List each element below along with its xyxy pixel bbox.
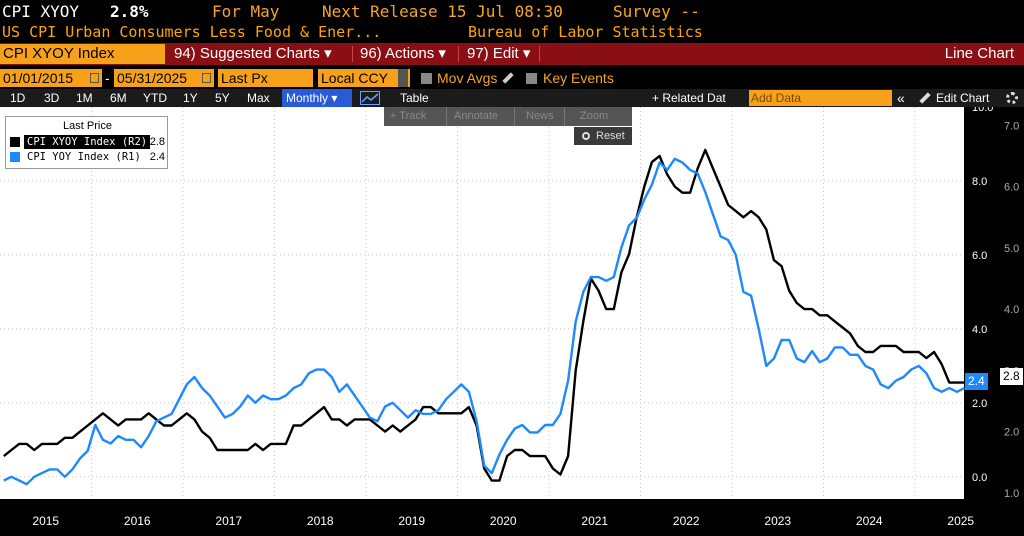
x-tick-label: 2019 [398,514,425,528]
r1-tick-label: 4.0 [972,324,987,336]
r1-tick-label: 10.0 [972,107,993,114]
r1-tick-label: 0.0 [972,472,987,484]
annotate-button[interactable]: Annotate [454,110,499,122]
line-chart-icon[interactable] [360,91,380,105]
legend-series-value: 2.8 [149,136,165,148]
table-tab[interactable]: Table [400,91,429,105]
line-chart[interactable]: 2015 2016 2017 2018 2019 2020 2021 2022 2023 2024… [0,107,1024,536]
date-separator: - [105,70,110,86]
suggested-charts-menu[interactable]: 94) Suggested Charts ▾ [174,45,332,62]
track-button[interactable]: + Track [390,110,427,122]
tab-max[interactable]: Max [247,91,270,105]
r2-tick-label: 4.0 [1004,304,1019,316]
menu-bar: CPI XYOY Index 94) Suggested Charts ▾ 96… [0,43,1024,65]
end-date-field[interactable]: 05/31/2025 [114,69,214,87]
survey-label: Survey -- [613,1,700,21]
r2-tick-label: 2.0 [1004,427,1019,439]
currency-value: Local CCY [321,70,388,86]
gear-icon[interactable] [1006,92,1018,104]
currency-selector[interactable]: Local CCY [318,69,410,87]
tab-1d[interactable]: 1D [10,91,26,105]
x-tick-label: 2018 [307,514,334,528]
r1-tick-label: 2.0 [972,398,987,410]
reset-button[interactable]: Reset [574,127,632,145]
legend-series-value: 2.4 [149,151,165,163]
news-button[interactable]: News [526,110,554,122]
mov-avgs-label: Mov Avgs [437,70,498,86]
x-tick-label: 2025 [947,514,974,528]
tab-1y[interactable]: 1Y [183,91,198,105]
related-data-button[interactable]: + Related Dat [652,91,726,105]
add-data-input[interactable]: Add Data [749,90,892,106]
tab-6m[interactable]: 6M [110,91,127,105]
menu-divider [458,46,459,62]
calendar-icon[interactable] [90,73,99,83]
field-selector[interactable]: Last Px [218,69,313,87]
legend-series-name: CPI XYOY Index (R2) [24,135,151,149]
edit-menu[interactable]: 97) Edit ▾ [467,45,531,62]
x-tick-label: 2016 [124,514,151,528]
chart-legend: Last Price CPI XYOY Index (R2) 2.8 CPI Y… [5,116,168,169]
tab-5y[interactable]: 5Y [215,91,230,105]
next-release-label: Next Release 15 Jul 08:30 [322,1,563,21]
headline-bar: CPI XYOY 2.8% For May Next Release 15 Ju… [0,0,1024,22]
menu-divider [352,46,353,62]
x-tick-label: 2021 [581,514,608,528]
r2-tick-label: 6.0 [1004,182,1019,194]
x-tick-label: 2023 [764,514,791,528]
series-line-cpi-yoy [3,157,966,486]
r2-tick-label: 5.0 [1004,243,1019,255]
start-date-value: 01/01/2015 [3,70,74,86]
period-label: For May [212,1,280,21]
legend-item-xyoy[interactable]: CPI XYOY Index (R2) 2.8 [10,135,165,149]
x-tick-label: 2017 [215,514,242,528]
series-line-cpi-xyoy [3,148,973,482]
mov-avgs-checkbox[interactable] [421,73,432,84]
menu-divider [539,46,540,62]
x-tick-label: 2015 [32,514,59,528]
r2-tick-label: 1.0 [1004,488,1019,500]
collapse-icon[interactable]: « [897,90,905,106]
r1-tick-label: 6.0 [972,250,987,262]
start-date-field[interactable]: 01/01/2015 [0,69,102,87]
tab-ytd[interactable]: YTD [143,91,167,105]
controls-bar: 01/01/2015 - 05/31/2025 Last Px Local CC… [0,68,1024,88]
r1-last-value-tag: 2.4 [965,373,988,390]
security-description: US CPI Urban Consumers Less Food & Ener.… [2,23,382,41]
key-events-label: Key Events [543,70,614,86]
ticker-label: CPI XYOY [2,1,80,21]
edit-chart-button[interactable]: Edit Chart [936,91,990,105]
pencil-icon[interactable] [919,92,931,104]
pencil-icon[interactable] [502,72,514,84]
zoom-button[interactable]: Zoom [580,110,609,122]
legend-item-yoy[interactable]: CPI YOY Index (R1) 2.4 [10,150,165,164]
legend-header: Last Price [63,120,112,132]
x-tick-label: 2022 [673,514,700,528]
actions-menu[interactable]: 96) Actions ▾ [360,45,446,62]
r1-tick-label: 8.0 [972,176,987,188]
range-tabs-bar: 1D 3D 1M 6M YTD 1Y 5Y Max Monthly ▾ Tabl… [0,89,1024,107]
key-events-checkbox[interactable] [526,73,537,84]
plot-area[interactable] [0,107,964,499]
last-value: 2.8% [110,1,149,21]
chart-type-title: Line Chart [944,45,1014,62]
frequency-selector[interactable]: Monthly ▾ [282,89,352,107]
legend-swatch [10,137,20,147]
legend-swatch [10,152,20,162]
source-label: Bureau of Labor Statistics [468,23,703,41]
calendar-icon[interactable] [202,73,211,83]
tab-1m[interactable]: 1M [76,91,93,105]
chart-toolbar: + Track Annotate News Zoom [384,107,632,126]
security-input[interactable]: CPI XYOY Index [0,44,165,64]
x-tick-label: 2024 [856,514,883,528]
x-tick-label: 2020 [490,514,517,528]
r2-last-value-tag: 2.8 [1000,368,1023,385]
end-date-value: 05/31/2025 [117,70,188,86]
legend-series-name: CPI YOY Index (R1) [27,151,141,163]
tab-3d[interactable]: 3D [44,91,60,105]
chevron-down-icon[interactable] [398,69,408,87]
r2-tick-label: 7.0 [1004,120,1019,132]
description-bar: US CPI Urban Consumers Less Food & Ener.… [0,22,1024,42]
